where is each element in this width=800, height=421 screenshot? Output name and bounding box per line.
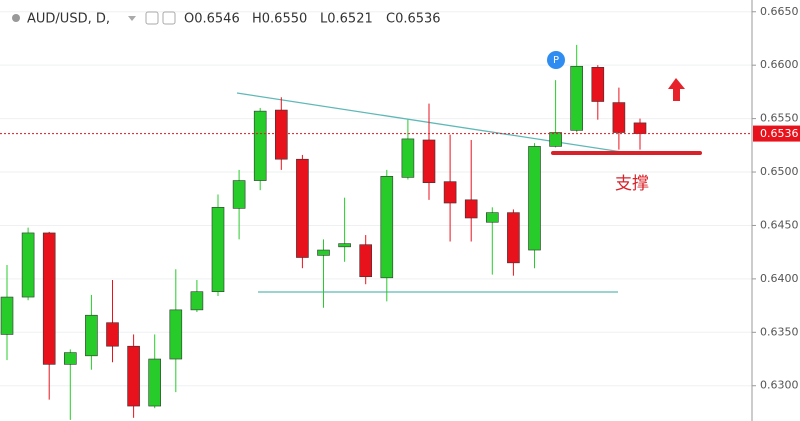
candle-body xyxy=(148,358,161,407)
candle-body xyxy=(296,158,309,258)
header-close: C0.6536 xyxy=(386,12,441,27)
candle-body xyxy=(190,291,204,311)
symbol: AUD/USD, D, xyxy=(27,12,110,27)
candles xyxy=(0,44,647,420)
candle-body xyxy=(422,139,436,184)
candle-body xyxy=(359,244,373,278)
candle-body xyxy=(317,249,330,256)
y-tick-label: 0.6600 xyxy=(760,58,799,71)
candle-body xyxy=(507,212,520,264)
dropdown-icon[interactable] xyxy=(128,16,136,21)
candle-body xyxy=(485,212,499,223)
candle-body xyxy=(106,322,119,347)
eye-icon[interactable] xyxy=(145,11,159,25)
candle-body xyxy=(64,352,77,365)
candle-body xyxy=(338,243,351,248)
y-tick-label: 0.6650 xyxy=(760,5,799,18)
y-tick-label: 0.6300 xyxy=(760,379,799,392)
candle-body xyxy=(570,65,584,131)
header-low: L0.6521 xyxy=(320,12,373,27)
last-price-box xyxy=(753,125,800,142)
candle-body xyxy=(211,206,225,293)
candle-body xyxy=(380,176,394,279)
candle-body xyxy=(127,345,140,407)
candle-body xyxy=(169,309,183,360)
y-tick-label: 0.6350 xyxy=(760,325,799,338)
grid xyxy=(0,11,756,387)
settings-icon[interactable] xyxy=(162,11,176,25)
candle-body xyxy=(401,138,415,178)
header-open: O0.6546 xyxy=(184,12,240,27)
candle-body xyxy=(85,314,98,357)
y-tick-label: 0.6400 xyxy=(760,272,799,285)
candle-body xyxy=(443,181,457,204)
candle-body xyxy=(633,122,647,134)
candle-body xyxy=(464,199,478,219)
last-price-label: 0.6536 xyxy=(760,127,799,140)
marker-circle xyxy=(547,51,565,69)
candle-body xyxy=(21,232,35,298)
up-arrow xyxy=(668,78,685,101)
y-tick-label: 0.6550 xyxy=(760,112,799,125)
y-tick-label: 0.6500 xyxy=(760,165,799,178)
candle-body xyxy=(253,110,267,181)
dot-icon xyxy=(12,14,20,22)
header-high: H0.6550 xyxy=(252,12,307,27)
candle-body xyxy=(274,109,288,160)
candle-body xyxy=(0,296,14,335)
candle-body xyxy=(549,132,562,147)
candle-body xyxy=(528,146,541,251)
candle-body xyxy=(42,232,56,365)
header: AUD/USD, D, O0.6546 H0.6550 L0.6521 C0.6… xyxy=(12,11,441,27)
marker-label: P xyxy=(553,55,559,66)
candle-body xyxy=(232,180,246,209)
candle-body xyxy=(612,102,626,133)
annotation: 支撑 xyxy=(615,174,649,194)
y-tick-label: 0.6450 xyxy=(760,218,799,231)
candle-body xyxy=(591,67,605,102)
